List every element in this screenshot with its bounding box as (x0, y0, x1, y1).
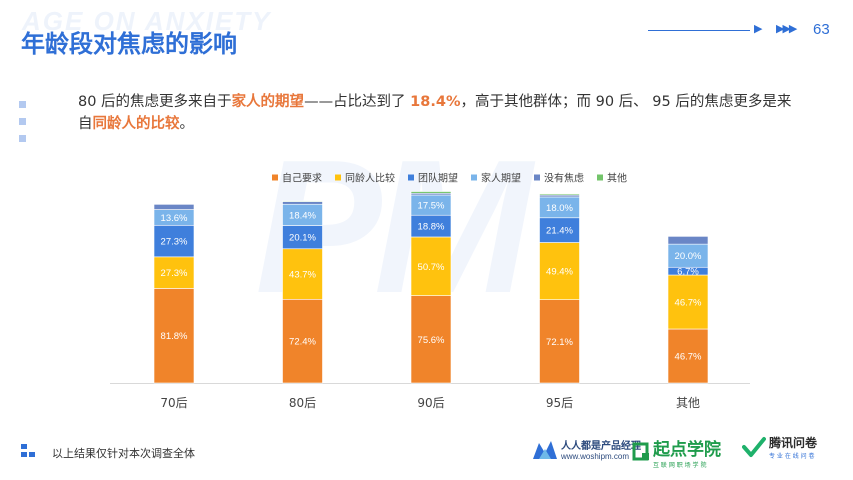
summary-text: 80 后的焦虑更多来自于家人的期望——占比达到了 18.4%，高于其他群体；而 … (78, 91, 798, 135)
legend-swatch (471, 174, 477, 181)
bar-segment (667, 328, 709, 384)
footer-blocks-icon (21, 444, 37, 458)
legend-label: 团队期望 (418, 172, 458, 185)
footnote: 以上结果仅针对本次调查全体 (52, 447, 195, 460)
legend-swatch (597, 174, 603, 181)
logo3-sub: 专 业 在 线 问 卷 (769, 453, 815, 460)
logo-qidian: 起点学院 互 联 网 职 场 学 院 (632, 435, 721, 469)
data-label: 18.0% (546, 203, 573, 214)
arrow-right-icon: ▶ (754, 22, 763, 35)
bar-segment (282, 201, 323, 205)
bar-segment (282, 298, 323, 384)
bar-segment (153, 288, 195, 384)
header-divider (648, 30, 750, 31)
legend-swatch (272, 174, 278, 181)
data-label: 50.7% (418, 262, 445, 273)
header-watermark: AGE ON ANXIETY (22, 6, 272, 36)
x-tick-label: 80后 (289, 396, 316, 410)
data-label: 75.6% (418, 335, 445, 346)
logo3-name: 腾讯问卷 (769, 436, 818, 450)
page-title: 年龄段对焦虑的影响 (21, 30, 237, 58)
data-label: 46.7% (675, 298, 702, 309)
legend-label: 其他 (607, 172, 627, 185)
data-label: 72.1% (546, 337, 573, 348)
data-label: 18.4% (289, 210, 316, 221)
legend-label: 没有焦虑 (544, 172, 584, 185)
legend-label: 同龄人比较 (345, 172, 395, 185)
logo2-sub: 互 联 网 职 场 学 院 (653, 462, 707, 469)
logo-tencent-survey: 腾讯问卷 专 业 在 线 问 卷 (742, 434, 817, 460)
data-label: 27.3% (161, 268, 188, 279)
data-label: 81.8% (161, 331, 188, 342)
logo-woshipm: 人人都是产品经理 www.woshipm.com (532, 437, 641, 461)
summary-part: 80 后的焦虑更多来自于 (78, 94, 232, 110)
bar-segment (539, 299, 580, 384)
bullet-square-icon (19, 135, 26, 142)
summary-part: ——占比达到了 (304, 94, 411, 110)
data-label: 20.1% (289, 233, 316, 244)
x-tick-label: 90后 (417, 396, 444, 410)
data-label: 46.7% (675, 352, 702, 363)
legend-swatch (534, 174, 540, 181)
bar-segment (410, 295, 452, 384)
data-label: 72.4% (289, 337, 316, 348)
logo1-url: www.woshipm.com (561, 452, 630, 461)
data-label: 20.0% (675, 251, 702, 262)
summary-highlight: 同龄人的比较 (92, 116, 180, 132)
summary-part: ，高于其他群体；而 90 后、 95 后的焦虑更多是来自 (78, 94, 792, 132)
bar-segment (282, 248, 323, 300)
bullet-square-icon (19, 101, 26, 108)
data-label: 21.4% (546, 226, 573, 237)
page-number: 63 (813, 21, 830, 38)
summary-highlight: 18.4% (410, 94, 461, 110)
qidian-logo-icon (632, 442, 649, 461)
summary-highlight: 家人的期望 (231, 94, 305, 110)
triple-arrow-icon: ▶▶▶ (776, 22, 797, 35)
bar-segment (410, 236, 452, 296)
woshipm-logo-icon (533, 441, 557, 459)
legend-label: 自己要求 (282, 172, 322, 185)
data-label: 6.7% (677, 267, 699, 278)
data-label: 27.3% (161, 237, 188, 248)
bar-segment (153, 204, 195, 210)
legend-label: 家人期望 (481, 172, 521, 185)
bar-segment (539, 193, 580, 196)
bar-segment (539, 217, 580, 243)
bullet-square-icon (19, 118, 26, 125)
data-label: 49.4% (546, 267, 573, 278)
legend-swatch (408, 174, 414, 181)
bar-segment (667, 274, 709, 330)
bar-segment (282, 200, 323, 202)
x-tick-label: 其他 (676, 396, 700, 410)
data-label: 43.7% (289, 270, 316, 281)
legend-swatch (335, 174, 341, 181)
bar-segment (667, 236, 709, 245)
x-tick-label: 95后 (546, 396, 573, 410)
logo1-name: 人人都是产品经理 (561, 441, 641, 452)
summary-part: 。 (179, 116, 195, 132)
check-logo-icon (742, 437, 766, 457)
bar-segment (410, 191, 452, 194)
data-label: 18.8% (418, 222, 445, 233)
logo2-name: 起点学院 (653, 440, 721, 460)
x-tick-label: 70后 (160, 396, 187, 410)
bullet-decoration (19, 101, 26, 152)
data-label: 13.6% (161, 213, 188, 224)
data-label: 17.5% (418, 201, 445, 212)
